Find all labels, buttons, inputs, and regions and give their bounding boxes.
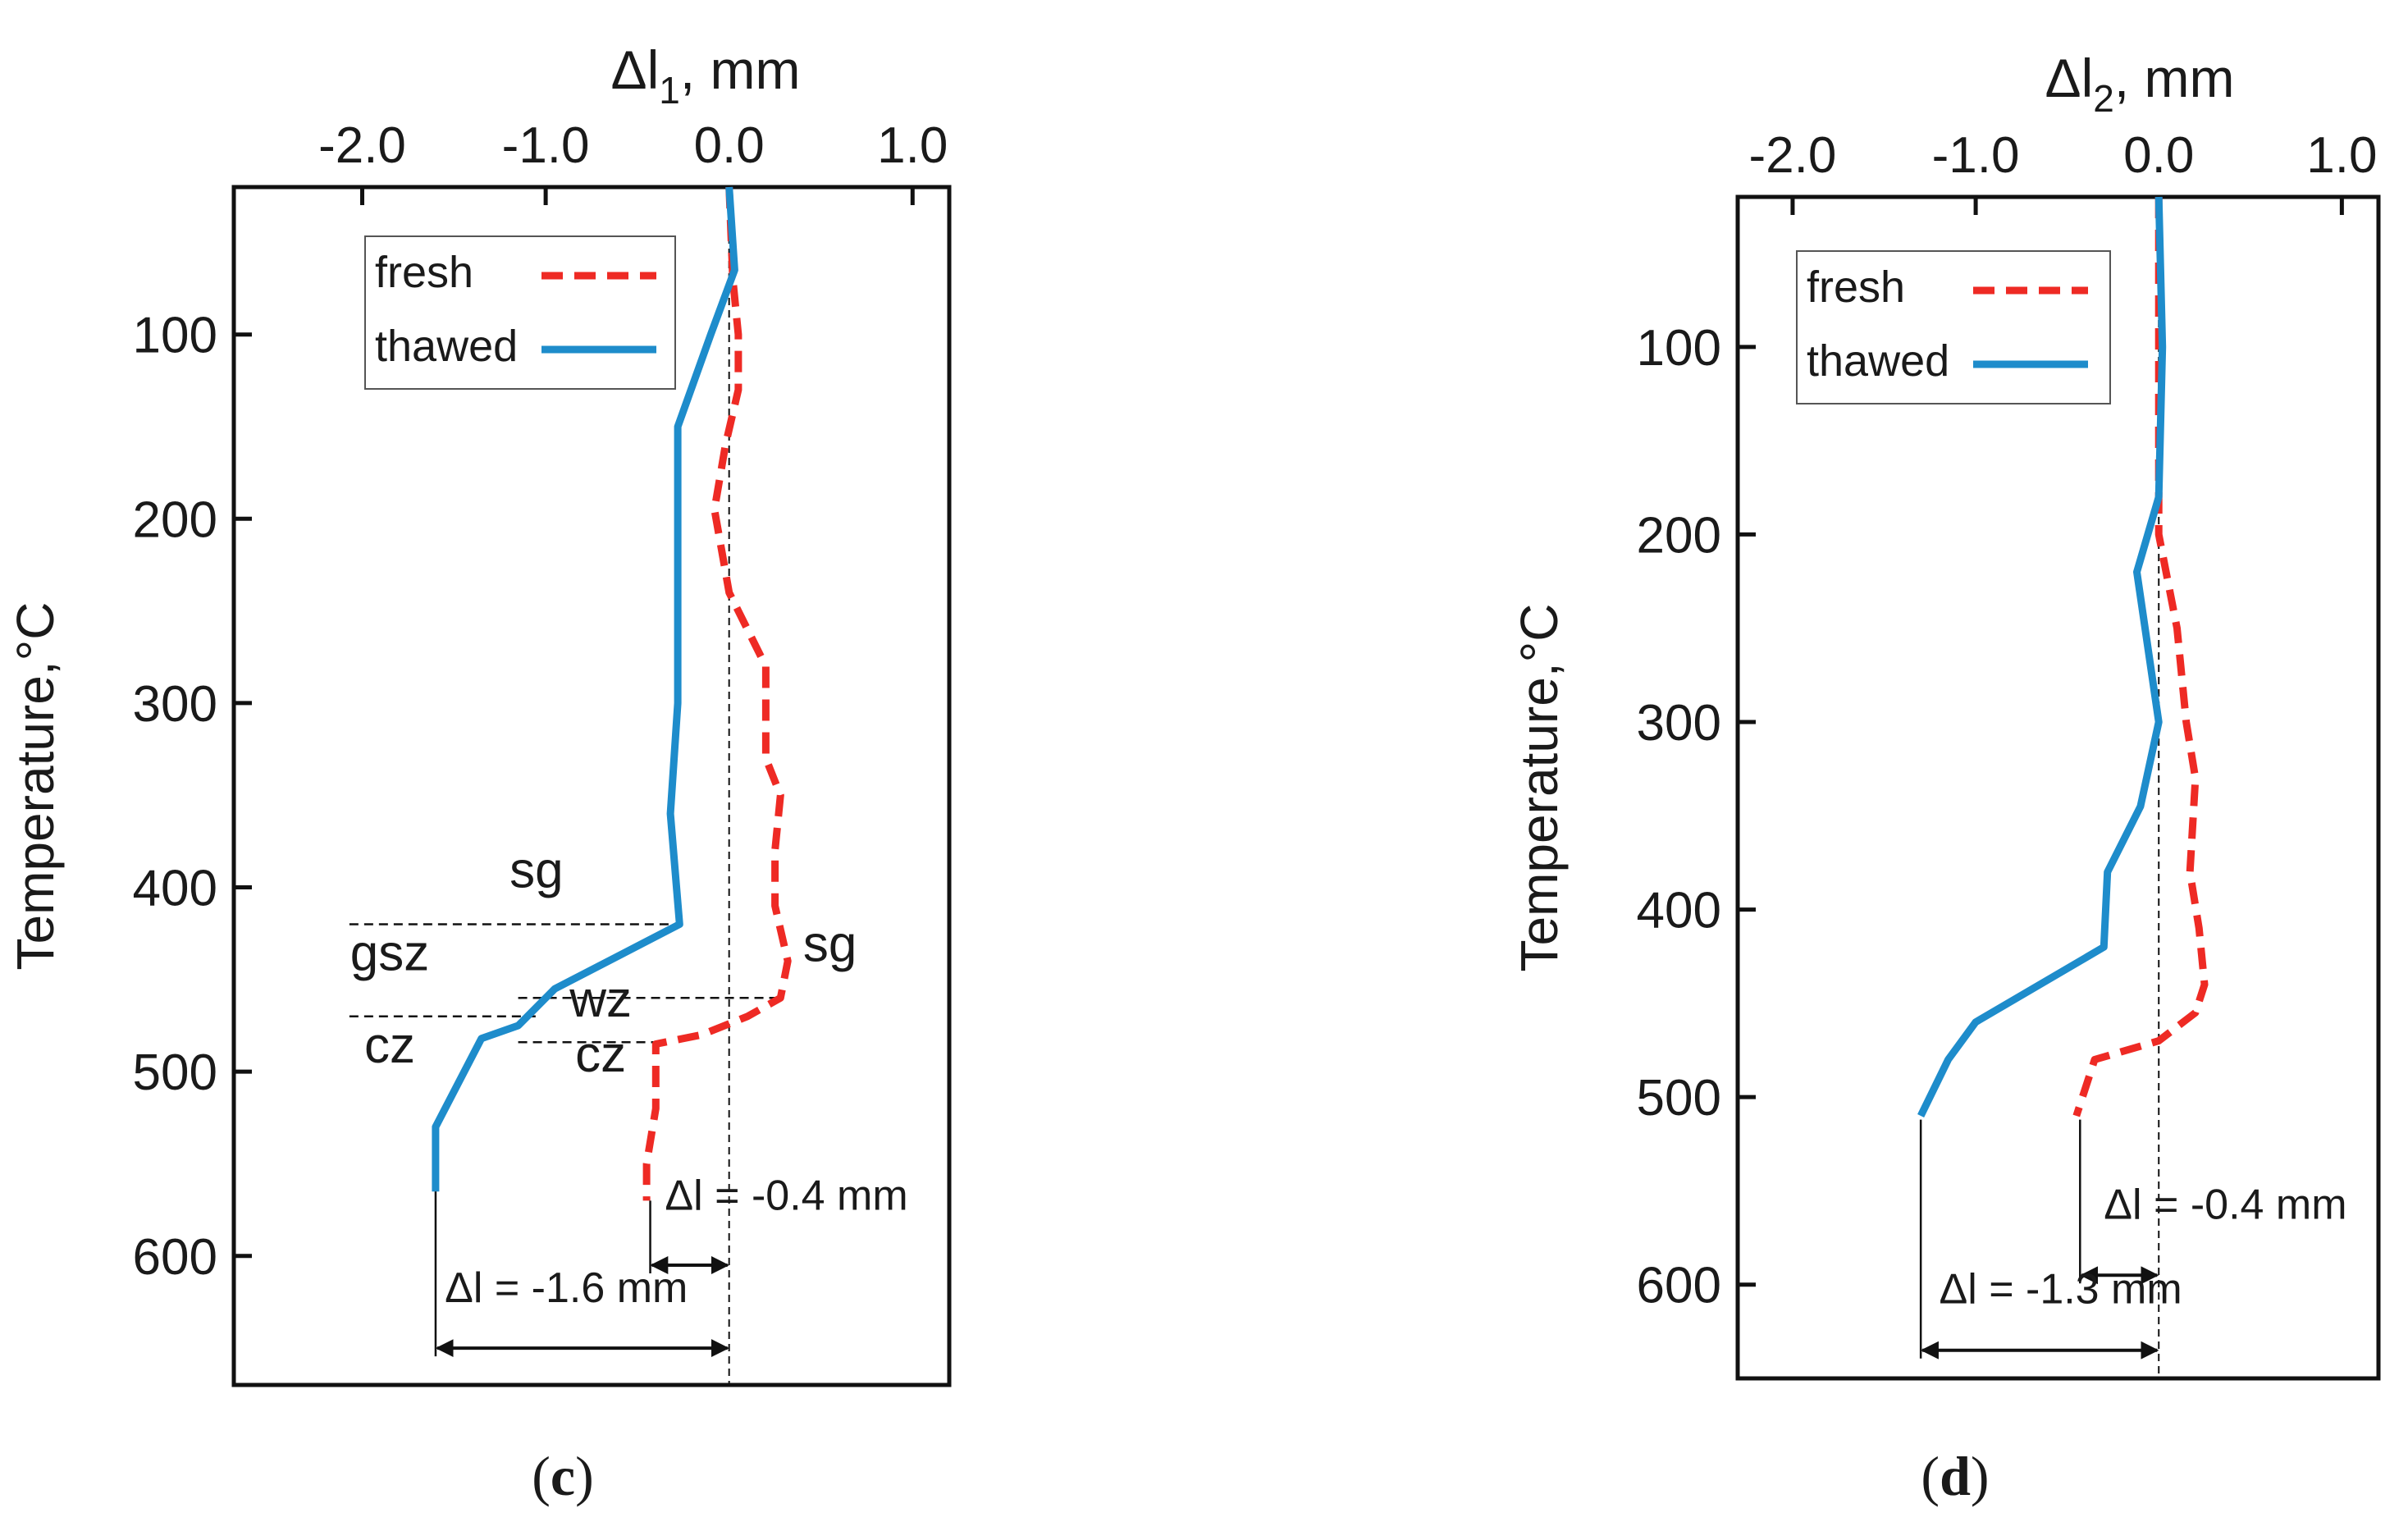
x-tick-label: -2.0 [318,117,406,174]
y-tick-label: 100 [1637,320,1721,377]
x-axis-label-prefix: Δl [2045,48,2094,108]
caption-open-paren: ( [532,1445,551,1507]
x-tick-label: -1.0 [502,117,590,174]
x-tick-label: 1.0 [877,117,948,174]
y-tick-label: 600 [133,1229,217,1286]
delta-label: Δl = -1.6 mm [445,1264,688,1312]
plot-frame [231,185,952,1387]
fresh-series-line [2072,197,2209,1117]
plot-frame [1735,194,2381,1381]
zone-annotation-sg: sg [509,843,563,899]
panel-caption: (d) [1921,1445,1989,1507]
caption-letter: c [551,1445,575,1507]
x-axis-label-subscript: 1 [659,69,680,112]
zone-annotation-cz: cz [364,1017,415,1074]
y-tick-label: 400 [1637,883,1721,939]
panel-c-chart: -2.0 -1.0 0.0 1.0 100 200 300 400 500 600 Δl1, mm T… [6,39,952,1507]
delta-label: Δl = -0.4 mm [665,1172,907,1220]
x-axis-label-suffix: , mm [2114,48,2235,108]
x-axis-label-suffix: , mm [680,39,801,100]
x-tick-label: 1.0 [2306,127,2377,184]
y-tick-label: 400 [133,861,217,917]
y-tick-label: 100 [133,308,217,364]
y-axis-label: Temperature,°C [6,602,65,971]
y-tick-label: 200 [1637,507,1721,564]
y-tick-label: 300 [1637,695,1721,752]
zone-annotation-wz: wz [569,971,632,1028]
x-tick-label: 0.0 [694,117,765,174]
panel-caption: (c) [532,1445,594,1507]
x-axis-label: Δl1, mm [611,39,801,112]
x-axis-label: Δl2, mm [2045,48,2235,120]
caption-letter: d [1940,1445,1971,1507]
legend-label-fresh: fresh [1807,263,1905,312]
fresh-series-line [642,186,792,1201]
x-tick-label: -2.0 [1749,127,1837,184]
legend-label-thawed: thawed [1807,336,1949,386]
x-tick-label: 0.0 [2123,127,2194,184]
thawed-series-line [432,186,738,1192]
x-axis-label-subscript: 2 [2093,77,2114,120]
delta-label: Δl = -1.3 mm [1939,1266,2182,1314]
zone-annotation-gsz: gsz [350,925,429,982]
y-tick-label: 200 [133,491,217,548]
y-tick-label: 300 [133,676,217,733]
legend-label-fresh: fresh [375,248,473,297]
caption-open-paren: ( [1921,1445,1940,1507]
caption-close-paren: ) [575,1445,594,1507]
y-axis-label: Temperature,°C [1510,604,1569,972]
legend-label-thawed: thawed [375,322,518,371]
y-tick-label: 500 [133,1044,217,1101]
zone-annotation-sg: sg [803,916,857,972]
legend-box [364,235,676,390]
y-tick-label: 500 [1637,1070,1721,1127]
legend-box [1796,250,2111,404]
x-axis-label-prefix: Δl [611,39,660,100]
panel-d-chart: -2.0 -1.0 0.0 1.0 100 200 300 400 500 600 Δl2, mm T… [1510,48,2381,1507]
y-tick-label: 600 [1637,1258,1721,1314]
delta-label: Δl = -0.4 mm [2104,1181,2346,1229]
x-tick-label: -1.0 [1932,127,2020,184]
zone-annotation-cz: cz [575,1026,626,1083]
caption-close-paren: ) [1971,1445,1990,1507]
thawed-series-line [1917,196,2167,1117]
